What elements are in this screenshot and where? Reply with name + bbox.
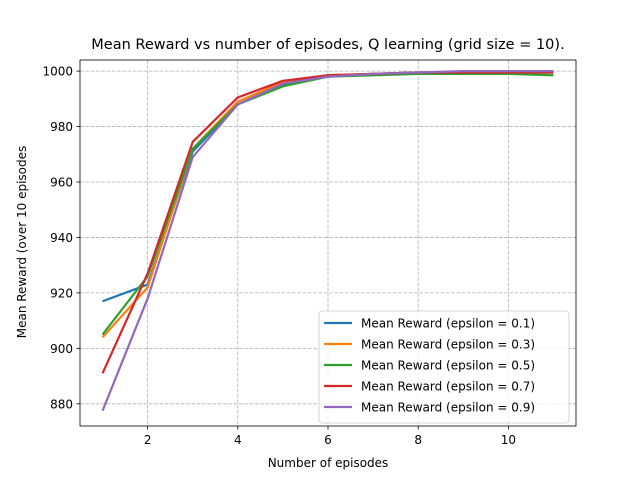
- x-tick-label: 2: [144, 433, 152, 447]
- y-axis-label: Mean Reward (over 10 episodes: [15, 146, 29, 339]
- legend-entry: Mean Reward (epsilon = 0.1): [361, 317, 535, 331]
- y-tick-label: 920: [50, 286, 73, 300]
- x-tick-label: 6: [324, 433, 332, 447]
- series-lines: [101, 69, 554, 412]
- y-tick-label: 1000: [42, 65, 73, 79]
- legend-entry: Mean Reward (epsilon = 0.3): [361, 338, 535, 352]
- y-tick-label: 980: [50, 120, 73, 134]
- legend: Mean Reward (epsilon = 0.1) Mean Reward (…: [318, 310, 570, 424]
- y-tick-label: 880: [50, 397, 73, 411]
- series-line-4: [101, 69, 554, 412]
- legend-entry: Mean Reward (epsilon = 0.9): [361, 401, 535, 415]
- legend-box: [318, 310, 570, 424]
- axis-ticks: 2 4 6 8 10 880 900 920 940 960 980 1000: [42, 65, 516, 447]
- x-tick-label: 8: [414, 433, 422, 447]
- series-line-3: [101, 71, 554, 374]
- x-tick-label: 10: [501, 433, 516, 447]
- y-tick-label: 900: [50, 342, 73, 356]
- x-axis-label: Number of episodes: [268, 456, 389, 470]
- y-tick-label: 960: [50, 176, 73, 190]
- chart-title: Mean Reward vs number of episodes, Q lea…: [91, 37, 564, 53]
- y-tick-label: 940: [50, 231, 73, 245]
- x-tick-label: 4: [234, 433, 242, 447]
- legend-entry: Mean Reward (epsilon = 0.5): [361, 359, 535, 373]
- legend-entry: Mean Reward (epsilon = 0.7): [361, 380, 535, 394]
